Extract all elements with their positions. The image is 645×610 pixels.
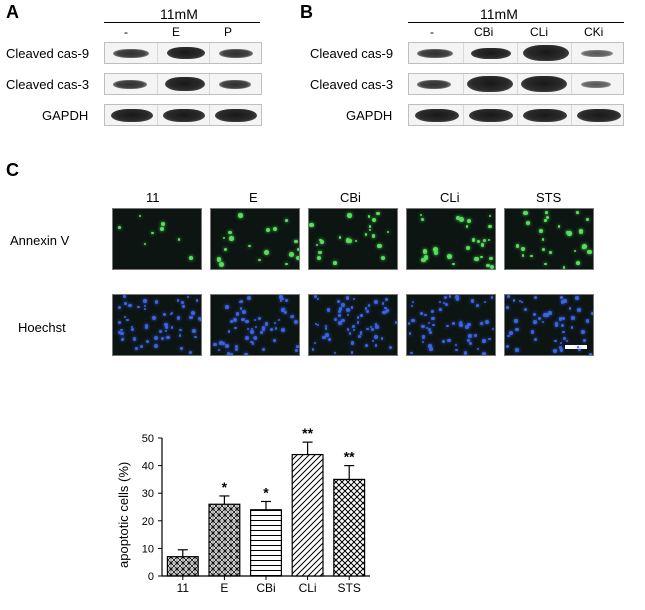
micro-hoechst-2 [308,294,398,356]
panel-b-blot-row2 [408,104,624,126]
svg-text:CBi: CBi [256,581,275,595]
svg-text:10: 10 [142,543,154,555]
micro-annexin-2 [308,208,398,270]
chart-ylabel: apoptotic cells (%) [116,462,131,568]
panel-b-blot-row1 [408,73,624,95]
svg-text:11: 11 [177,581,190,595]
panel-b-condition: 11mM [480,6,518,22]
panel-c-col-1: E [249,190,258,205]
panel-b-row-0: Cleaved cas-9 [310,46,393,61]
panel-a-header-rule [104,22,260,23]
panel-c-rowlab-0: Annexin V [10,233,69,248]
panel-b-header-rule [408,22,624,23]
panel-a-lane-2: P [224,25,232,39]
svg-text:20: 20 [142,516,154,528]
panel-b-lane-3: CKi [584,25,603,39]
chart-svg: 0 10 20 30 40 50 11 E * CBi * CLi ** STS ** [120,428,376,602]
svg-text:*: * [263,484,269,500]
panel-a-row-0: Cleaved cas-9 [6,46,89,61]
svg-text:50: 50 [142,433,154,445]
panel-b-row-1: Cleaved cas-3 [310,77,393,92]
micro-hoechst-0 [112,294,202,356]
panel-label-b: B [300,2,313,23]
panel-b-row-2: GAPDH [346,108,392,123]
micro-annexin-1 [210,208,300,270]
panel-a-condition: 11mM [160,6,198,22]
apoptosis-bar-chart: apoptotic cells (%) [120,428,376,596]
svg-text:**: ** [344,449,355,465]
svg-text:CLi: CLi [299,581,317,595]
panel-label-c: C [6,160,19,181]
svg-text:E: E [220,581,228,595]
panel-c-col-4: STS [536,190,561,205]
panel-b-lane-1: CBi [474,25,493,39]
figure-root: A 11mM - E P Cleaved cas-9 Cleaved cas-3… [0,0,645,610]
panel-a-blot-row1 [104,73,262,95]
panel-a-lane-0: - [124,25,128,39]
micro-annexin-0 [112,208,202,270]
svg-text:40: 40 [142,461,154,473]
panel-a-row-2: GAPDH [42,108,88,123]
svg-text:30: 30 [142,488,154,500]
svg-text:STS: STS [338,581,361,595]
panel-c-rowlab-1: Hoechst [18,320,66,335]
panel-b-lane-0: - [430,25,434,39]
panel-a-blot-row0 [104,42,262,64]
panel-label-a: A [6,2,19,23]
panel-c-col-2: CBi [340,190,361,205]
micro-annexin-3 [406,208,496,270]
panel-c-col-0: 11 [146,190,160,205]
panel-a-row-1: Cleaved cas-3 [6,77,89,92]
micro-hoechst-3 [406,294,496,356]
micro-hoechst-1 [210,294,300,356]
panel-b-lane-2: CLi [530,25,548,39]
svg-text:0: 0 [148,571,154,583]
panel-b-blot-row0 [408,42,624,64]
panel-a-lane-1: E [172,25,180,39]
micro-annexin-4 [504,208,594,270]
svg-text:*: * [222,479,228,495]
micro-hoechst-4 [504,294,594,356]
panel-a-blot-row2 [104,104,262,126]
svg-text:**: ** [302,425,313,441]
panel-c-col-3: CLi [440,190,460,205]
scale-bar [565,345,587,349]
